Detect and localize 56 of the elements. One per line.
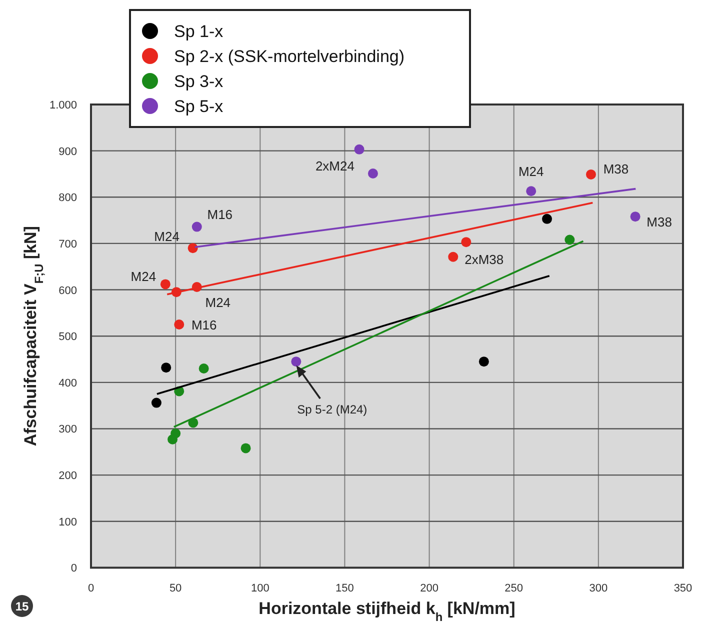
y-tick-label: 700 (58, 238, 77, 250)
point (586, 169, 596, 180)
x-tick-label: 100 (250, 582, 270, 595)
point (542, 214, 552, 224)
point (198, 364, 209, 374)
legend-label: Sp 3-x (174, 72, 224, 91)
x-tick-label: 0 (88, 582, 94, 595)
point (174, 320, 184, 330)
point (368, 168, 378, 179)
point (354, 144, 364, 154)
y-tick-label: 100 (58, 516, 77, 528)
x-axis-title: Horizontale stijfheid k$_{h}$ [kN/mm] (258, 599, 516, 624)
point (188, 243, 198, 254)
y-tick-label: 400 (58, 377, 77, 390)
text: 15 (15, 600, 29, 614)
x-tick-label: 250 (504, 582, 524, 595)
annotation: M16 (207, 206, 233, 222)
annotation: 2xM24 (315, 158, 354, 174)
point (161, 362, 172, 373)
legend-label: Sp 2-x (SSK-mortelverbinding) (174, 47, 405, 66)
y-tick-label: 600 (58, 284, 77, 297)
point (291, 356, 302, 367)
annotation: M24 (205, 295, 231, 310)
point (461, 237, 472, 248)
point (564, 234, 575, 245)
x-tick-label: 150 (336, 582, 354, 595)
y-tick-label: 900 (58, 146, 77, 158)
y-tick-label: 0 (70, 562, 77, 575)
point (151, 398, 162, 408)
annotation: M24 (130, 269, 156, 284)
x-tick-label: 300 (589, 582, 608, 595)
legend-label: Sp 1-x (174, 22, 224, 41)
point (170, 428, 181, 438)
annotation: M16 (191, 318, 217, 333)
annotation: 2xM38 (464, 252, 504, 267)
y-tick-label: 500 (58, 331, 77, 344)
point (630, 212, 640, 222)
x-tick-label: 200 (420, 582, 438, 595)
point (478, 356, 489, 367)
y-tick-label: 1.000 (49, 100, 77, 112)
annotation: M38 (603, 161, 629, 176)
point (160, 279, 170, 290)
annotation: M24 (518, 164, 544, 180)
point (240, 443, 251, 454)
x-tick-label: 50 (169, 582, 182, 595)
annotation: Sp 5-2 (M24) (297, 402, 368, 417)
y-tick-label: 800 (58, 192, 77, 204)
y-tick-label: 200 (58, 470, 77, 482)
point (448, 252, 458, 262)
annotation: M38 (646, 214, 672, 230)
annotation: M24 (154, 229, 180, 244)
x-tick-label: 350 (674, 582, 692, 595)
point (192, 222, 202, 232)
point (526, 186, 536, 196)
legend-label: Sp 5-x (174, 97, 224, 116)
y-tick-label: 300 (58, 424, 77, 436)
